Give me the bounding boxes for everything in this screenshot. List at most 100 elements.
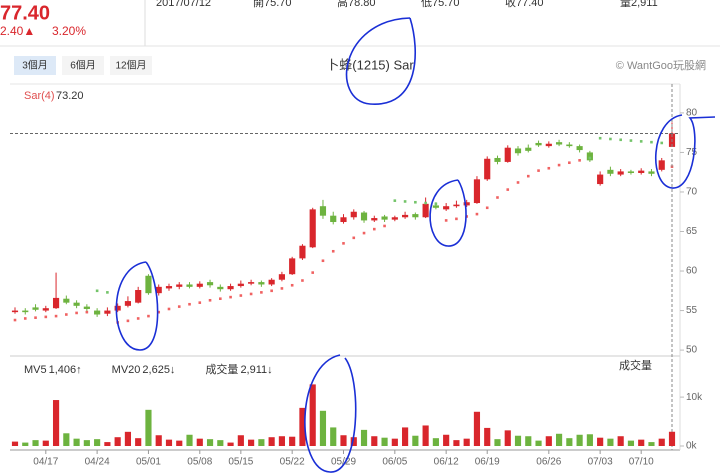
watermark: © WantGoo玩股網 xyxy=(616,58,706,72)
volume-bar xyxy=(402,427,409,446)
candle-body xyxy=(381,216,388,220)
candle-body xyxy=(248,282,255,284)
volume-bar xyxy=(258,439,265,446)
y-tick-label: 55 xyxy=(686,305,698,316)
candle-body xyxy=(289,258,296,275)
candle-body xyxy=(525,147,532,151)
y-tick-label: 0k xyxy=(686,441,698,452)
volume-bar xyxy=(196,438,203,446)
hand-circle xyxy=(304,354,357,473)
sar-dot xyxy=(639,140,643,143)
candle-body xyxy=(63,298,70,303)
volume-bar xyxy=(484,427,491,446)
volume-bar xyxy=(617,436,624,446)
sar-dot xyxy=(362,231,366,235)
candle-body xyxy=(145,275,152,294)
volume-bar xyxy=(555,433,563,446)
volume-bar xyxy=(186,434,193,446)
x-tick-label: 06/26 xyxy=(536,457,561,468)
candle-body xyxy=(555,142,563,145)
candle-body xyxy=(52,297,60,309)
legend-value: 2,625↓ xyxy=(142,364,175,376)
sar-dot xyxy=(629,139,633,142)
candle-body xyxy=(350,211,357,218)
candle-body xyxy=(473,179,481,204)
candle-body xyxy=(104,310,111,314)
volume-bar xyxy=(268,437,275,446)
candle-body xyxy=(278,274,285,280)
volume-bar xyxy=(350,437,357,446)
price: 77.40 xyxy=(0,2,50,24)
range-buttons: 3個月 6個月 12個月 xyxy=(14,56,152,75)
range-button[interactable] xyxy=(62,56,104,75)
sar-dot xyxy=(34,316,37,319)
legend-name: 成交量 xyxy=(205,362,238,376)
sar-dot xyxy=(136,317,140,320)
candle-body xyxy=(360,212,368,221)
y-tick-label: 60 xyxy=(686,266,698,277)
candle-body xyxy=(258,282,265,285)
sar-dot xyxy=(598,136,602,140)
volume-bar xyxy=(145,409,152,446)
candle-body xyxy=(627,171,635,173)
candle-body xyxy=(42,308,49,311)
candle-body xyxy=(217,286,224,290)
sar-dot xyxy=(208,298,212,302)
y-tick-label: 75 xyxy=(686,147,698,158)
candle-body xyxy=(73,302,80,306)
volume-bar xyxy=(525,436,532,446)
candle-body xyxy=(155,286,162,294)
candle-body xyxy=(309,209,316,248)
candle-body xyxy=(494,157,501,162)
volume-bar xyxy=(453,440,460,446)
candle-body xyxy=(443,206,450,210)
sar-dot xyxy=(588,156,592,160)
volume-bar xyxy=(340,435,347,446)
sar-dot xyxy=(157,310,161,314)
candle-body xyxy=(299,245,306,259)
sar-dot xyxy=(424,201,427,205)
x-tick-label: 07/03 xyxy=(588,457,613,468)
sar-dot xyxy=(547,166,551,170)
candle-body xyxy=(514,148,522,154)
sar-dot xyxy=(496,196,499,199)
candle-body xyxy=(237,283,244,287)
sar-dot xyxy=(485,206,489,210)
x-tick-label: 06/12 xyxy=(434,457,459,468)
candle-body xyxy=(586,152,593,161)
sar-dot xyxy=(13,318,17,322)
volume-bar xyxy=(597,437,604,446)
range-label[interactable]: 12個月 xyxy=(115,59,146,72)
x-tick-label: 05/29 xyxy=(331,457,356,468)
x-tick-label: 05/01 xyxy=(136,457,161,468)
volume-bar xyxy=(11,441,19,446)
chart-title: 卜蜂(1215) Sar xyxy=(326,57,414,72)
sar-dot xyxy=(660,141,664,145)
volume: 量2,911 xyxy=(620,0,658,9)
candle-body xyxy=(658,160,665,170)
x-tick-label: 06/05 xyxy=(382,457,407,468)
volume-bar xyxy=(443,434,450,446)
candle-body xyxy=(432,205,439,208)
range-label[interactable]: 6個月 xyxy=(70,59,96,72)
volume-bar xyxy=(422,425,429,446)
sar-dot xyxy=(95,289,99,293)
sar-dot xyxy=(342,242,345,245)
sar-dot xyxy=(537,169,540,172)
sar-dot xyxy=(54,314,58,318)
date: 2017/07/12 xyxy=(156,0,211,9)
range-button[interactable] xyxy=(14,56,56,75)
volume-bar xyxy=(627,440,635,446)
range-label[interactable]: 3個月 xyxy=(22,59,48,72)
volume-title: 成交量 xyxy=(619,358,652,372)
volume-bar xyxy=(668,431,676,446)
sar-dot xyxy=(352,236,356,240)
sar-dot xyxy=(516,181,520,184)
volume-bar xyxy=(391,438,398,446)
candle-body xyxy=(135,290,142,303)
range-button[interactable] xyxy=(110,56,152,75)
candle-body xyxy=(545,143,552,147)
candle-body xyxy=(504,147,511,162)
